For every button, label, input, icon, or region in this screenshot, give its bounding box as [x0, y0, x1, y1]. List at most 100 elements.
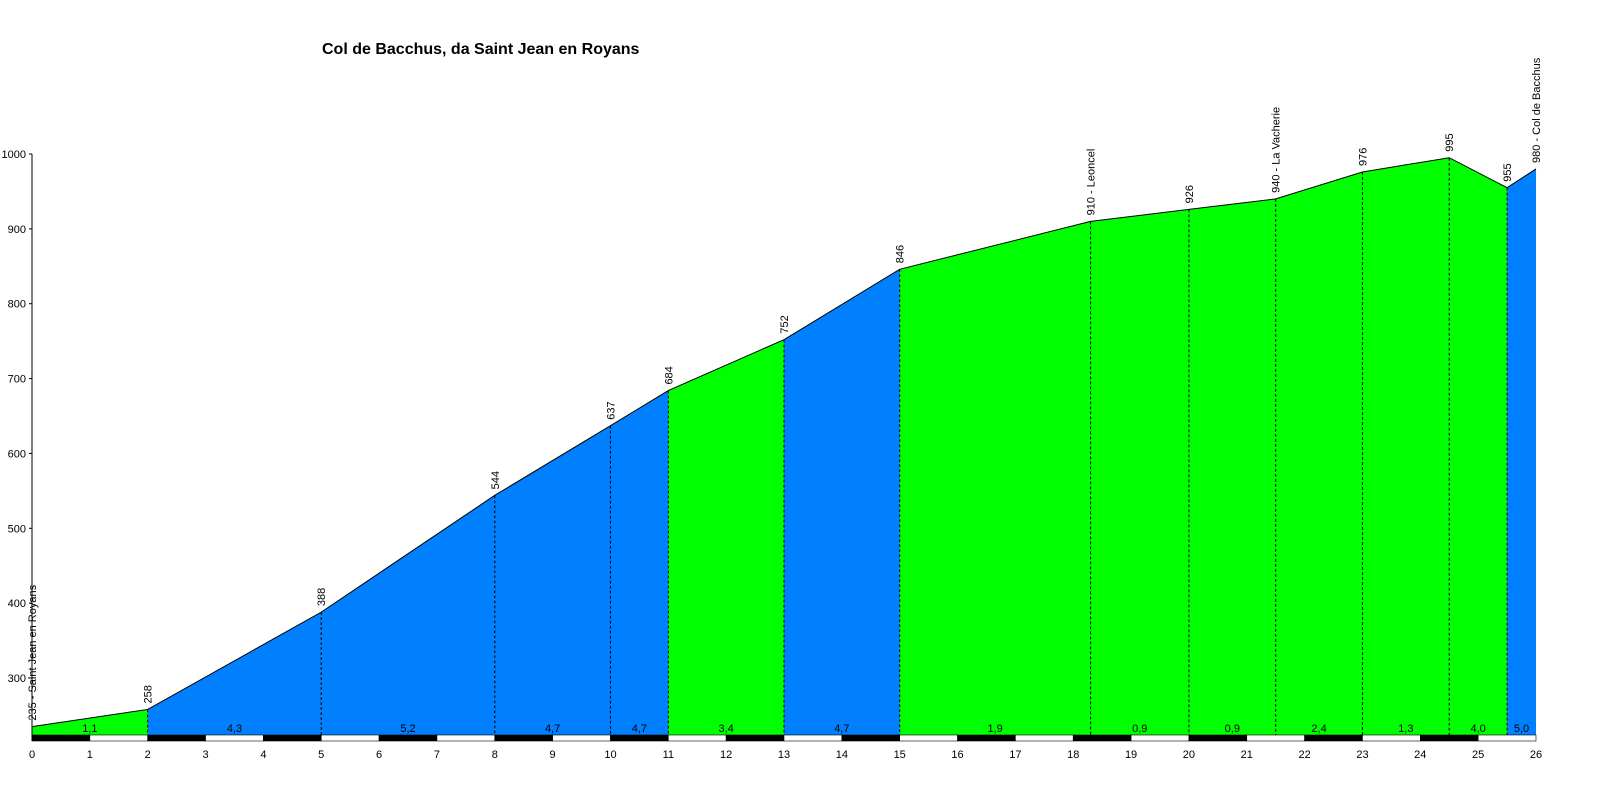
- gradient-label: 2,4: [1311, 723, 1326, 735]
- gradient-label: 1,1: [82, 723, 97, 735]
- profile-segment: [32, 709, 148, 735]
- elevation-point-label: 980 - Col de Bacchus: [1531, 57, 1543, 163]
- y-tick-label: 300: [8, 673, 26, 685]
- elevation-point-label: 910 - Leoncel: [1086, 149, 1098, 216]
- km-scale-block: [841, 734, 900, 742]
- elevation-point-label: 544: [490, 471, 502, 489]
- km-scale-block: [1072, 734, 1132, 742]
- y-tick-label: 500: [8, 523, 26, 535]
- gradient-label: 0,9: [1132, 723, 1147, 735]
- km-scale-block: [1246, 734, 1305, 742]
- x-tick-label: 0: [29, 749, 35, 761]
- x-tick-label: 6: [376, 749, 382, 761]
- profile-segments: [32, 157, 1536, 736]
- y-tick-label: 400: [8, 598, 26, 610]
- elevation-point-label: 752: [779, 315, 791, 333]
- elevation-point-label: 235 - Saint Jean en Royans: [27, 584, 39, 720]
- y-tick-label: 700: [8, 374, 26, 386]
- y-tick-labels: 300 400 500 600 700 800 900 1000: [2, 149, 26, 685]
- km-scale-block: [552, 734, 611, 742]
- x-tick-label: 10: [604, 749, 616, 761]
- profile-segment: [1362, 157, 1450, 735]
- km-scale-block: [1304, 734, 1363, 742]
- profile-line-path: [31, 157, 1537, 728]
- gradient-label: 4,7: [834, 723, 849, 735]
- km-scale-block: [957, 734, 1016, 742]
- profile-segment: [1090, 209, 1189, 735]
- elevation-point-label: 940 - La Vacherie: [1271, 107, 1283, 193]
- km-scale-block: [668, 734, 727, 742]
- profile-segment: [1188, 198, 1276, 735]
- km-scale-block: [725, 734, 785, 742]
- profile-segment: [147, 612, 322, 735]
- x-tick-label: 12: [720, 749, 732, 761]
- x-tick-label: 15: [894, 749, 906, 761]
- gradient-label: 0,9: [1225, 723, 1240, 735]
- profile-segment: [899, 221, 1091, 735]
- x-tick-label: 2: [145, 749, 151, 761]
- km-scale-block: [783, 734, 843, 742]
- x-tick-label: 18: [1067, 749, 1079, 761]
- km-scale-block: [320, 734, 380, 742]
- y-tick-label: 900: [8, 224, 26, 236]
- km-scale-block: [1015, 734, 1074, 742]
- x-tick-label: 8: [492, 749, 498, 761]
- x-tick-label: 13: [778, 749, 790, 761]
- gradient-labels: 1,1 4,3 5,2 4,7 4,7 3,4 4,7 1,9 0,9 0,9 2,4 1,3 4,0 5…: [82, 723, 1529, 735]
- x-tick-label: 22: [1298, 749, 1310, 761]
- profile-segment: [610, 390, 669, 735]
- km-scale-block: [1362, 734, 1421, 742]
- x-tick-label: 1: [87, 749, 93, 761]
- y-tick-label: 600: [8, 448, 26, 460]
- axes: [29, 153, 33, 741]
- km-scale-block: [378, 734, 438, 742]
- y-tick-label: 800: [8, 299, 26, 311]
- km-scale-block: [1420, 734, 1479, 742]
- km-scale-block: [436, 734, 496, 742]
- gradient-label: 5,2: [400, 723, 415, 735]
- y-tick-label: 1000: [2, 149, 26, 161]
- km-scale-block: [147, 734, 206, 742]
- profile-segment: [784, 269, 900, 735]
- x-tick-label: 16: [951, 749, 963, 761]
- elevation-point-label: 926: [1184, 185, 1196, 203]
- point-labels: 235 - Saint Jean en Royans 258 388 544 637 68…: [27, 57, 1543, 720]
- profile-segment: [668, 339, 784, 735]
- gradient-label: 1,3: [1398, 723, 1413, 735]
- x-tick-label: 23: [1356, 749, 1368, 761]
- x-tick-label: 3: [202, 749, 208, 761]
- elevation-point-label: 995: [1444, 133, 1456, 151]
- profile-line: [31, 157, 1537, 728]
- x-tick-label: 4: [260, 749, 266, 761]
- x-tick-label: 24: [1414, 749, 1426, 761]
- x-tick-label: 26: [1530, 749, 1542, 761]
- segment-dividers: [147, 157, 1508, 735]
- km-scale-block: [494, 734, 553, 742]
- km-scale-bar: [31, 734, 1537, 742]
- elevation-point-label: 637: [605, 401, 617, 419]
- gradient-label: 1,9: [987, 723, 1002, 735]
- km-scale-block: [263, 734, 322, 742]
- x-tick-label: 11: [663, 749, 674, 761]
- profile-segment: [1275, 171, 1363, 736]
- km-scale-block: [899, 734, 958, 742]
- x-tick-label: 25: [1472, 749, 1484, 761]
- gradient-label: 4,7: [545, 723, 560, 735]
- km-scale-block: [1477, 734, 1537, 742]
- x-tick-label: 5: [318, 749, 324, 761]
- profile-segment: [1507, 168, 1536, 735]
- gradient-label: 5,0: [1514, 723, 1529, 735]
- km-scale-block: [89, 734, 148, 742]
- elevation-point-label: 388: [316, 588, 328, 606]
- km-scale-block: [31, 734, 91, 742]
- elevation-point-label: 684: [663, 366, 675, 384]
- elevation-point-label: 955: [1502, 163, 1514, 181]
- x-tick-label: 21: [1241, 749, 1253, 761]
- elevation-point-label: 846: [895, 245, 907, 263]
- chart-title: Col de Bacchus, da Saint Jean en Royans: [322, 41, 640, 58]
- km-scale-block: [1188, 734, 1248, 742]
- x-tick-label: 19: [1125, 749, 1137, 761]
- x-tick-label: 9: [550, 749, 556, 761]
- gradient-label: 4,0: [1471, 723, 1486, 735]
- elevation-point-label: 976: [1357, 148, 1369, 166]
